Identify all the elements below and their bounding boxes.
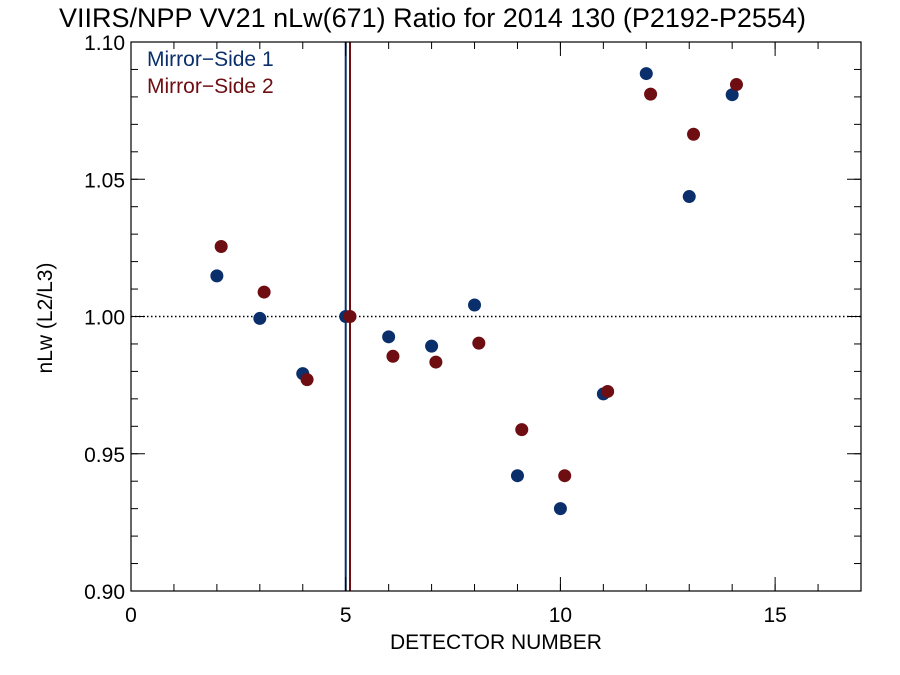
data-point-series-2 [472,336,486,350]
y-tick-label: 0.95 [84,444,125,467]
data-point-series-2 [300,373,314,387]
legend: Mirror−Side 1 Mirror−Side 2 [147,48,274,98]
plot-area [131,42,861,591]
data-point-series-2 [386,349,400,363]
data-point-series-1 [553,502,567,516]
data-point-series-1 [510,469,524,483]
axes: 0 5 10 15 0.90 0.95 1.00 1.05 1.10 [84,32,862,627]
data-point-series-2 [644,87,658,101]
data-point-series-2 [729,78,743,92]
data-point-series-2 [687,127,701,141]
data-point-series-1 [725,88,739,102]
data-point-series-2 [257,285,271,299]
data-point-series-1 [210,269,224,283]
data-point-series-1 [682,190,696,204]
y-tick-label: 0.90 [84,581,125,604]
legend-entry-2: Mirror−Side 2 [147,75,274,98]
legend-entry-1: Mirror−Side 1 [147,48,274,71]
data-point-series-1 [382,330,396,344]
y-tick-label: 1.10 [84,32,125,55]
data-point-series-2 [343,310,357,323]
data-point-series-2 [558,469,572,483]
y-tick-label: 1.00 [84,307,125,330]
x-tick-label: 5 [340,604,352,627]
data-point-series-1 [253,311,267,325]
data-point-series-2 [601,384,615,398]
data-point-series-2 [515,423,529,437]
y-axis-label: nLw (L2/L3) [34,263,57,374]
y-tick-label: 1.05 [84,169,125,192]
x-axis-label: DETECTOR NUMBER [390,631,602,654]
x-tick-label: 0 [125,604,137,627]
data-point-series-2 [429,355,443,369]
x-tick-label: 15 [763,604,786,627]
data-point-series-2 [214,240,228,254]
marks [210,67,743,516]
x-tick-label: 10 [549,604,572,627]
chart-title: VIIRS/NPP VV21 nLw(671) Ratio for 2014 1… [59,3,806,33]
data-point-series-1 [425,339,439,353]
data-point-series-1 [639,67,653,81]
data-point-series-1 [468,298,482,312]
